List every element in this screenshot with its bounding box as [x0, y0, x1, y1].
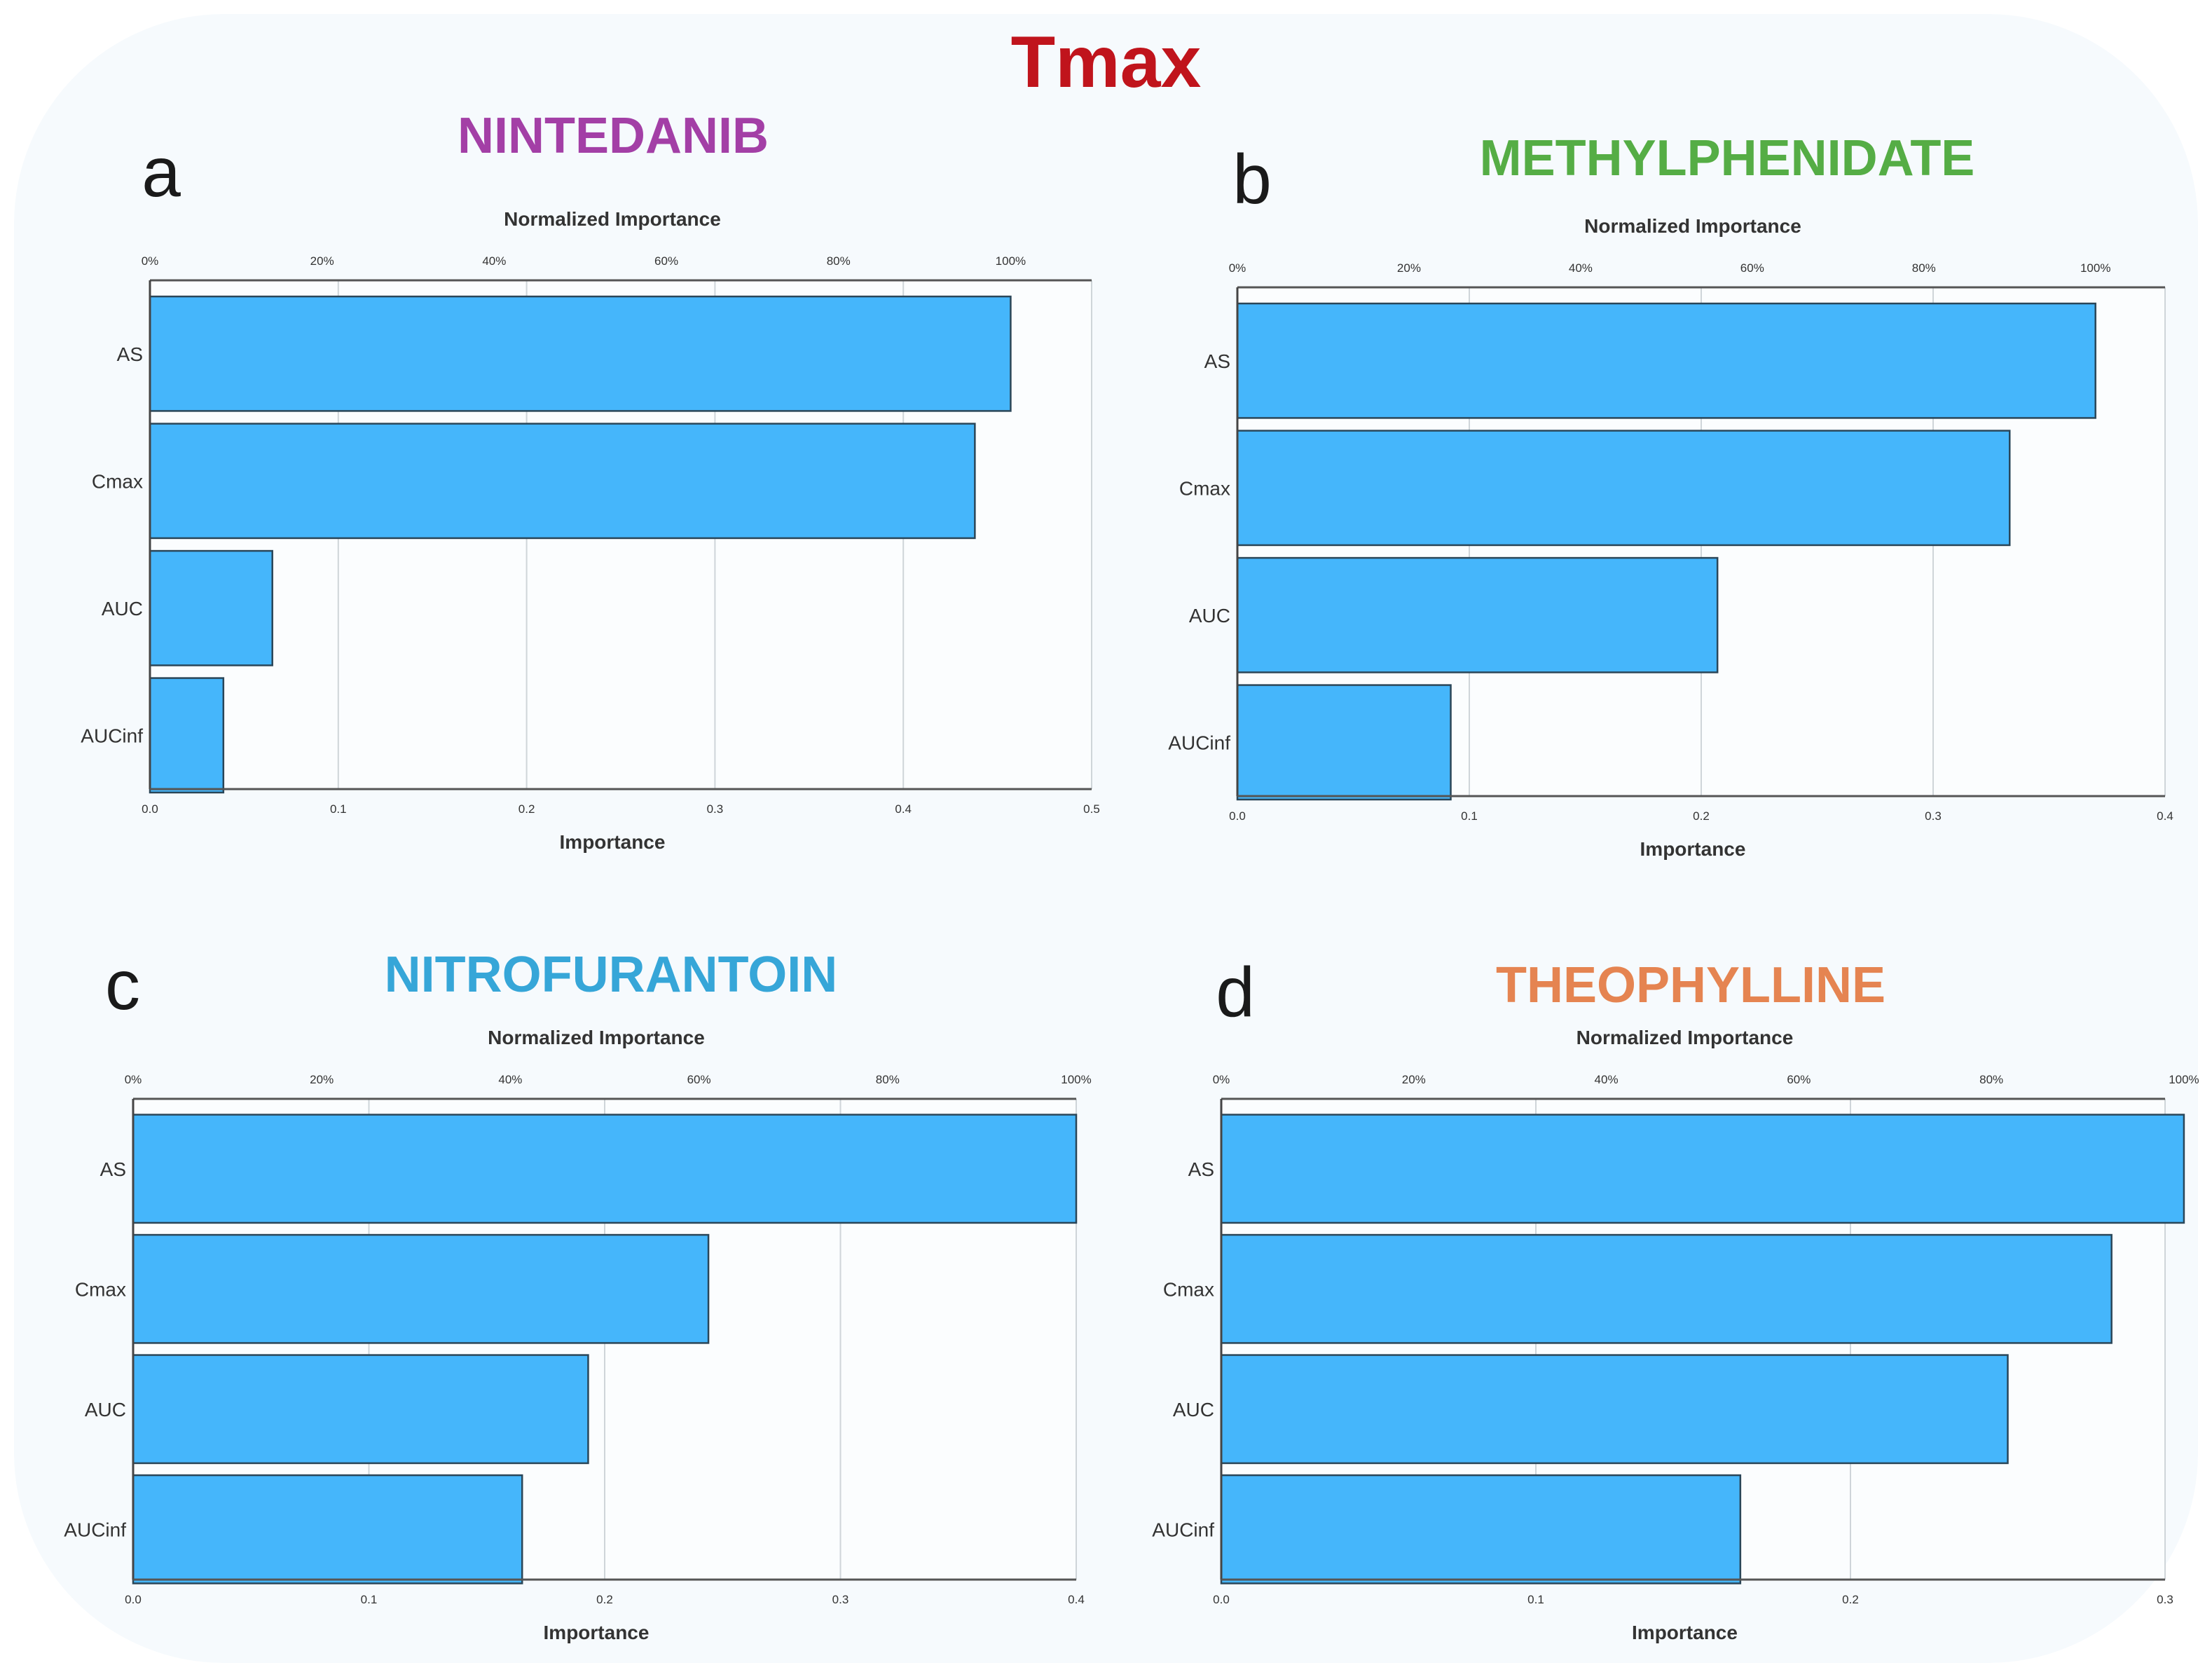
x-tick-label: 0.1 — [1461, 809, 1478, 823]
x-tick-label: 0.0 — [142, 802, 158, 816]
x-tick-label: 0.0 — [1229, 809, 1246, 823]
chart-title: THEOPHYLLINE — [1496, 957, 1885, 1013]
top-tick-label: 60% — [654, 254, 678, 268]
x-tick-label: 0.2 — [1842, 1593, 1859, 1606]
chart-panel-a: a NINTEDANIB 0% 20% 40% 60% 80% 100% Normalized … — [81, 108, 1100, 853]
top-tick-label: 80% — [1912, 261, 1936, 275]
top-tick-label: 100% — [996, 254, 1026, 268]
panel-letter: c — [105, 946, 140, 1025]
x-tick-label: 0.3 — [707, 802, 724, 816]
x-axis-label: Importance — [1632, 1622, 1738, 1643]
x-tick-label: 0.0 — [125, 1593, 142, 1606]
top-tick-label: 0% — [125, 1073, 142, 1086]
top-axis-label: Normalized Importance — [1584, 215, 1801, 237]
chart-panel-d: d THEOPHYLLINE 0% 20% 40% 60% 80% 100% Normalize… — [1152, 953, 2199, 1643]
x-tick-label: 0.4 — [2157, 809, 2173, 823]
category-label: AS — [117, 343, 143, 365]
panel-letter: b — [1232, 140, 1272, 219]
x-tick-label: 0.5 — [1083, 802, 1100, 816]
x-tick-label: 0.2 — [596, 1593, 613, 1606]
top-tick-label: 100% — [2169, 1073, 2199, 1086]
top-tick-label: 100% — [1061, 1073, 1091, 1086]
top-tick-label: 80% — [876, 1073, 900, 1086]
category-label: Cmax — [92, 470, 143, 492]
bar-as — [1220, 1114, 2185, 1224]
x-tick-label: 0.3 — [1925, 809, 1942, 823]
bar-cmax — [1220, 1233, 2113, 1344]
x-tick-label: 0.2 — [518, 802, 535, 816]
bar-auc — [1236, 556, 1719, 673]
top-tick-label: 60% — [687, 1073, 711, 1086]
chart-panel-b: b METHYLPHENIDATE 0% 20% 40% 60% 80% 100% Normal… — [1168, 130, 2173, 860]
top-tick-label: 60% — [1740, 261, 1764, 275]
top-axis-label: Normalized Importance — [504, 208, 721, 230]
category-label: AUC — [1173, 1399, 1214, 1421]
category-label: AUCinf — [1152, 1519, 1214, 1540]
bar-cmax — [149, 423, 976, 540]
bar-auc — [1220, 1354, 2009, 1465]
top-tick-label: 100% — [2080, 261, 2110, 275]
top-axis-label: Normalized Importance — [1576, 1027, 1794, 1048]
category-label: AUCinf — [64, 1519, 126, 1540]
top-tick-label: 40% — [1569, 261, 1593, 275]
category-label: AUC — [1189, 605, 1230, 627]
x-tick-label: 0.0 — [1213, 1593, 1230, 1606]
bar-auc — [149, 549, 273, 666]
category-label: AS — [1204, 350, 1230, 372]
top-tick-label: 60% — [1787, 1073, 1811, 1086]
x-tick-label: 0.3 — [2157, 1593, 2173, 1606]
top-tick-label: 0% — [1213, 1073, 1230, 1086]
top-tick-label: 80% — [827, 254, 851, 268]
top-axis-label: Normalized Importance — [488, 1027, 705, 1048]
x-tick-label: 0.4 — [895, 802, 912, 816]
top-tick-label: 40% — [498, 1073, 522, 1086]
chart-title: METHYLPHENIDATE — [1480, 130, 1975, 186]
category-label: AUCinf — [1168, 732, 1230, 753]
x-tick-label: 0.3 — [832, 1593, 849, 1606]
x-tick-label: 0.1 — [330, 802, 347, 816]
bar-as — [149, 295, 1012, 412]
x-axis-label: Importance — [544, 1622, 650, 1643]
category-label: AS — [100, 1158, 126, 1180]
bar-as — [132, 1114, 1078, 1224]
category-label: Cmax — [75, 1278, 126, 1300]
bar-auc — [132, 1354, 589, 1465]
panel-letter: d — [1216, 953, 1255, 1032]
chart-panel-c: c NITROFURANTOIN 0% 20% 40% 60% 80% 100% Normali… — [64, 946, 1091, 1643]
category-label: AUCinf — [81, 725, 143, 746]
bar-aucinf — [149, 677, 225, 794]
top-tick-label: 0% — [1229, 261, 1246, 275]
x-tick-label: 0.1 — [1527, 1593, 1544, 1606]
top-tick-label: 20% — [1397, 261, 1421, 275]
chart-title: NITROFURANTOIN — [385, 947, 838, 1003]
top-tick-label: 20% — [310, 254, 334, 268]
bar-aucinf — [1236, 684, 1452, 801]
x-tick-label: 0.1 — [361, 1593, 378, 1606]
bar-aucinf — [1220, 1474, 1742, 1584]
top-tick-label: 40% — [1595, 1073, 1619, 1086]
top-tick-label: 40% — [482, 254, 506, 268]
top-tick-label: 20% — [1402, 1073, 1426, 1086]
top-tick-label: 0% — [142, 254, 159, 268]
category-label: AUC — [85, 1399, 126, 1421]
category-label: Cmax — [1179, 477, 1230, 499]
top-tick-label: 20% — [310, 1073, 334, 1086]
top-tick-label: 80% — [1979, 1073, 2003, 1086]
bar-as — [1236, 302, 2096, 419]
chart-title: NINTEDANIB — [458, 108, 769, 164]
category-label: AUC — [102, 598, 143, 620]
x-tick-label: 0.4 — [1068, 1593, 1085, 1606]
figure-title: Tmax — [1010, 22, 1202, 103]
category-label: Cmax — [1163, 1278, 1214, 1300]
bar-cmax — [1236, 430, 2011, 547]
category-label: AS — [1188, 1158, 1214, 1180]
bar-cmax — [132, 1233, 710, 1344]
x-axis-label: Importance — [1640, 838, 1746, 860]
x-tick-label: 0.2 — [1693, 809, 1710, 823]
x-axis-label: Importance — [560, 831, 666, 853]
panel-letter: a — [142, 133, 181, 212]
bar-aucinf — [132, 1474, 523, 1584]
